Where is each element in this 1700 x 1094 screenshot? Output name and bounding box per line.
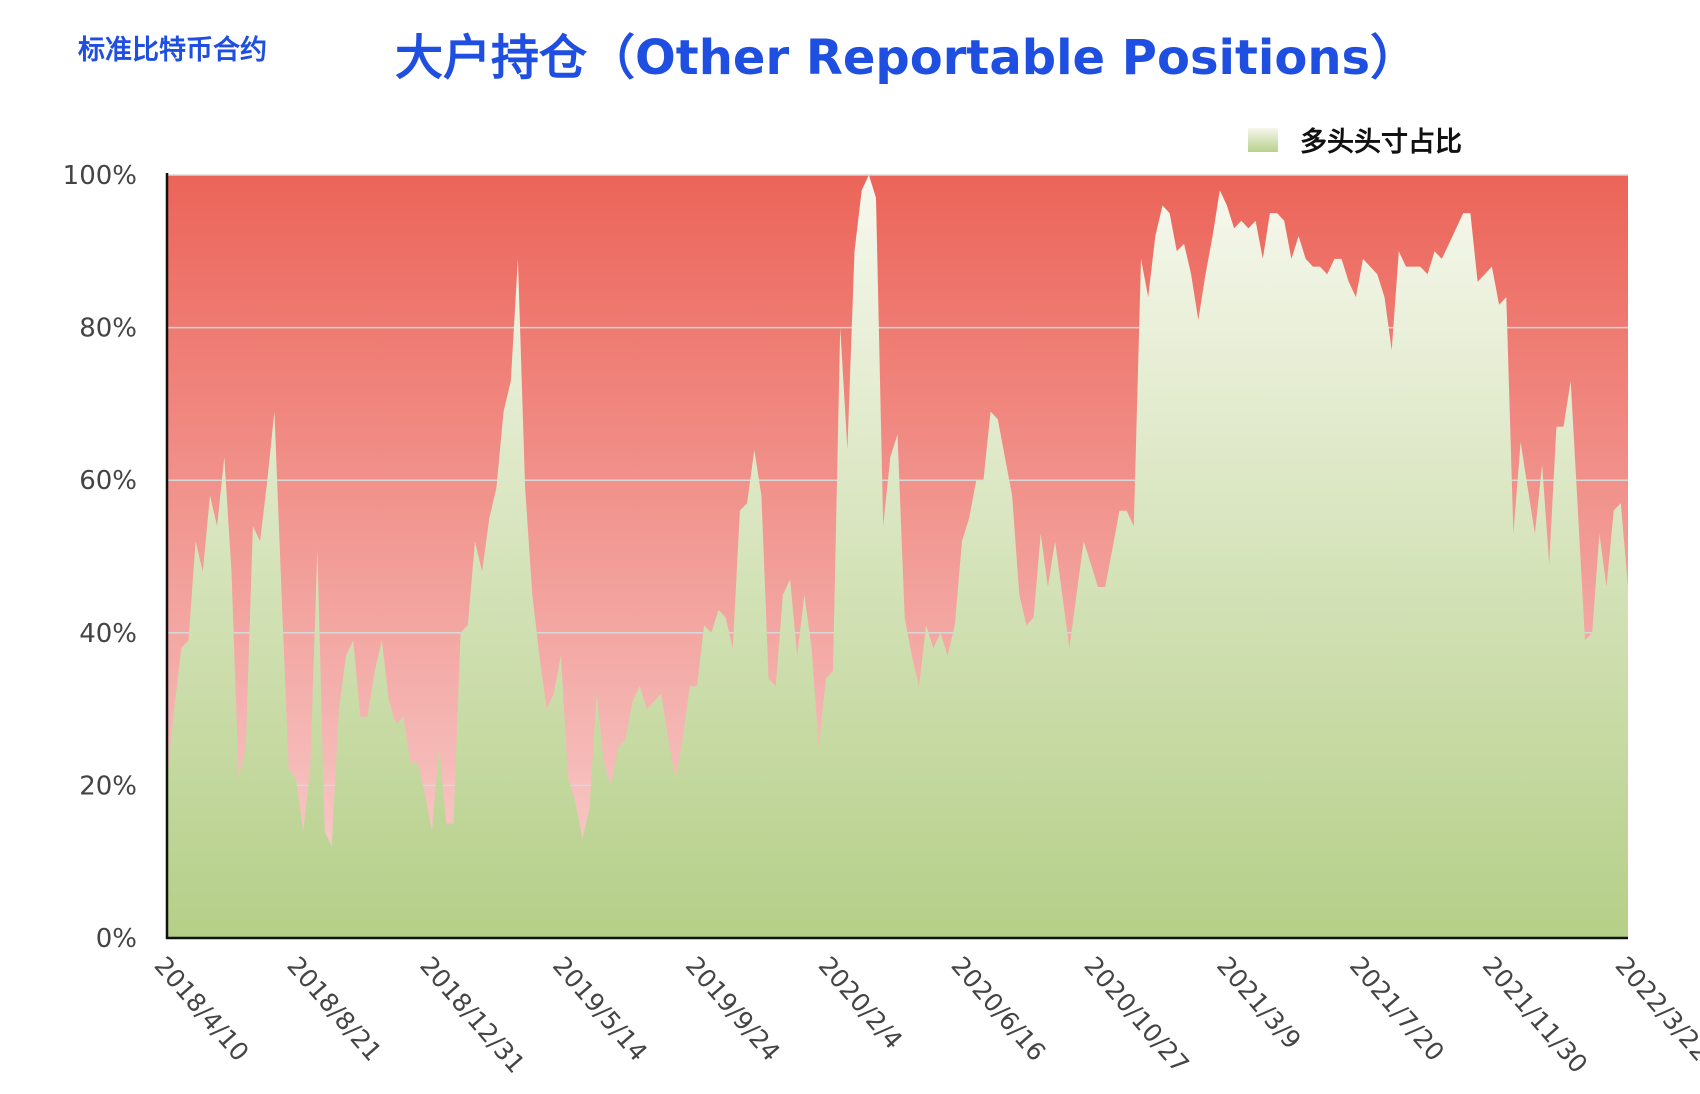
x-tick-label: 2021/7/20 <box>1344 951 1450 1067</box>
y-tick-label: 60% <box>79 466 137 496</box>
chart-subtitle: 标准比特币合约 <box>78 35 267 66</box>
legend: 多头头寸占比 <box>1248 120 1462 159</box>
x-tick-label: 2018/8/21 <box>281 951 387 1067</box>
x-tick-label: 2018/4/10 <box>149 951 255 1067</box>
legend-label-long: 多头头寸占比 <box>1300 127 1462 158</box>
x-tick-label: 2022/3/22 <box>1610 951 1700 1067</box>
x-tick-label: 2018/12/31 <box>414 951 530 1079</box>
x-tick-labels: 2018/4/10 2018/8/21 2018/12/31 2019/5/14 201… <box>149 951 1700 1079</box>
x-tick-label: 2019/5/14 <box>547 951 653 1067</box>
y-tick-label: 20% <box>79 771 137 801</box>
x-tick-label: 2020/6/16 <box>945 951 1051 1067</box>
axes <box>165 173 1628 940</box>
y-tick-labels: 0% 20% 40% 60% 80% 100% <box>63 161 137 954</box>
y-tick-label: 80% <box>79 314 137 344</box>
y-tick-label: 0% <box>96 924 137 954</box>
chart-title: 大户持仓（Other Reportable Positions） <box>395 30 1419 86</box>
x-tick-label: 2020/10/27 <box>1078 951 1194 1079</box>
x-tick-label: 2019/9/24 <box>680 951 786 1067</box>
x-tick-label: 2021/3/9 <box>1211 951 1307 1055</box>
long-position-area <box>167 175 1628 938</box>
x-tick-label: 2020/2/4 <box>813 951 909 1055</box>
x-tick-label: 2021/11/30 <box>1477 951 1593 1079</box>
y-tick-label: 40% <box>79 619 137 649</box>
y-tick-label: 100% <box>63 161 137 191</box>
legend-swatch-long <box>1248 127 1278 152</box>
